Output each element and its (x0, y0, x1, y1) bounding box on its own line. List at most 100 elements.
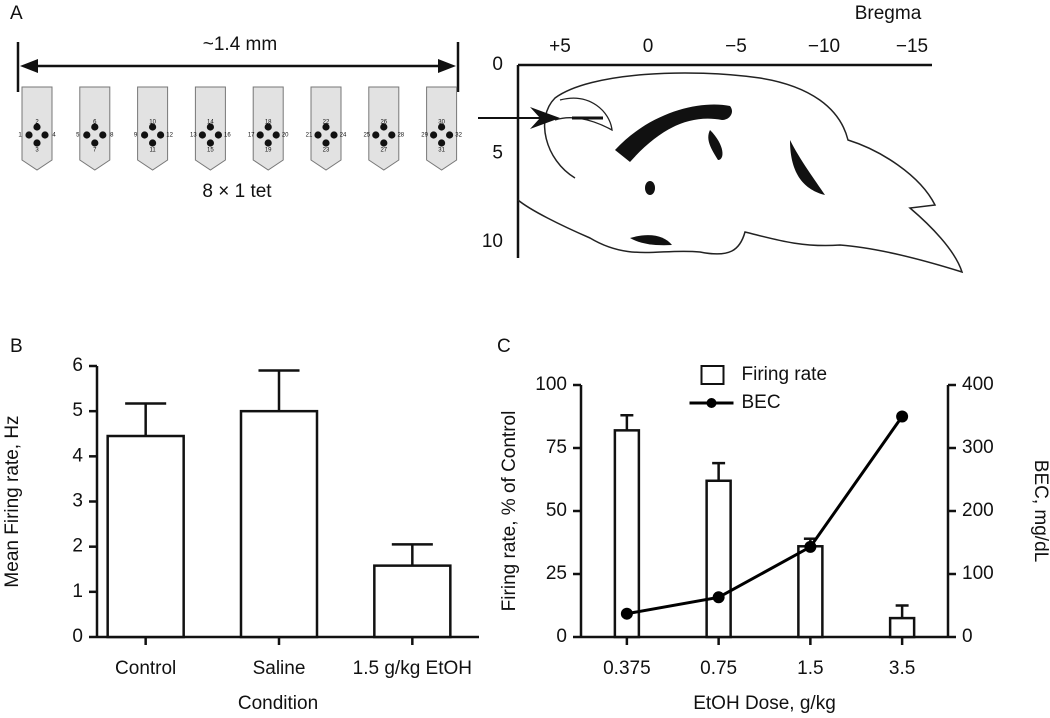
tetrode-site (99, 131, 107, 139)
line-series (626, 415, 904, 616)
site-number: 29 (421, 133, 428, 139)
site-number: 20 (282, 133, 289, 139)
tetrode-site (314, 131, 322, 139)
line-point (896, 410, 909, 423)
bar (705, 479, 732, 639)
olfactory-bulb (554, 97, 613, 132)
x-tick-label: 1.5 g/kg EtOH (353, 658, 472, 679)
tetrode-site (41, 131, 49, 139)
site-number: 6 (93, 120, 97, 126)
tetrode-site (256, 131, 264, 139)
tetrode-site (438, 123, 446, 131)
tetrode-site (149, 123, 157, 131)
tetrode-site (330, 131, 338, 139)
site-number: 2 (35, 120, 39, 126)
y-tick-label: 1 (72, 581, 83, 602)
site-number: 26 (380, 120, 387, 126)
y-axis-label: Firing rate, % of Control (499, 411, 520, 612)
y2-tick-label: 200 (962, 500, 994, 521)
site-number: 16 (224, 133, 231, 139)
legend-label: BEC (742, 392, 781, 413)
y-tick-label: 25 (546, 563, 567, 584)
arrowhead (438, 59, 456, 73)
site-number: 11 (149, 148, 156, 154)
bregma-tick-label: −10 (808, 36, 840, 57)
tetrode-site (83, 131, 91, 139)
y-tick-label: 3 (72, 491, 83, 512)
bar (106, 434, 185, 639)
tetrode-site (264, 139, 272, 147)
ventricle (790, 140, 825, 195)
tetrode-site (33, 123, 41, 131)
panel-label: B (10, 336, 23, 357)
depth-tick-label: 0 (492, 54, 503, 75)
array-label: 8 × 1 tet (202, 181, 272, 202)
legend-label: Firing rate (742, 364, 828, 385)
y2-axis-label: BEC, mg/dL (1030, 460, 1050, 562)
site-number: 12 (166, 133, 173, 139)
depth-tick-label: 5 (492, 143, 503, 164)
x-tick-label: 0.75 (700, 658, 737, 679)
tetrode-site (322, 139, 330, 147)
tetrode-site (380, 123, 388, 131)
site-number: 21 (306, 133, 313, 139)
legend-swatch (700, 365, 725, 385)
tetrode-site (157, 131, 165, 139)
panel-label: C (497, 336, 511, 357)
tetrode-site (206, 139, 214, 147)
site-number: 7 (93, 148, 97, 154)
site-number: 30 (438, 120, 445, 126)
tetrode-site (430, 131, 438, 139)
tetrode-site (206, 123, 214, 131)
bar (373, 564, 452, 639)
tetrode-site (91, 139, 99, 147)
x-tick-label: 0.375 (603, 658, 651, 679)
legend-swatch (706, 398, 717, 408)
tetrode-site (149, 139, 157, 147)
y-tick-label: 50 (546, 500, 567, 521)
depth-tick-label: 10 (482, 231, 503, 252)
y-tick-label: 75 (546, 437, 567, 458)
tetrode-site (322, 123, 330, 131)
ventricle (615, 104, 733, 162)
panel-label: A (10, 3, 23, 24)
tetrode-site (272, 131, 280, 139)
y2-tick-label: 400 (962, 374, 994, 395)
y2-tick-label: 0 (962, 626, 973, 647)
y2-tick-label: 300 (962, 437, 994, 458)
tetrode-site (446, 131, 454, 139)
tetrode-site (380, 139, 388, 147)
site-number: 4 (52, 133, 56, 139)
tetrode-site (141, 131, 149, 139)
site-number: 31 (438, 148, 445, 154)
bar (797, 545, 824, 639)
tetrode-site (33, 139, 41, 147)
site-number: 27 (380, 148, 387, 154)
y-tick-label: 4 (72, 445, 83, 466)
bregma-tick-label: 0 (643, 36, 654, 57)
bar (888, 616, 916, 639)
tetrode-site (91, 123, 99, 131)
site-number: 3 (35, 148, 39, 154)
ventricle (645, 181, 655, 195)
tetrode-site (198, 131, 206, 139)
site-number: 17 (248, 133, 255, 139)
y-tick-label: 0 (556, 626, 567, 647)
bregma-tick-label: −15 (896, 36, 928, 57)
tetrode-site (388, 131, 396, 139)
bregma-tick-label: +5 (549, 36, 571, 57)
site-number: 15 (207, 148, 214, 154)
x-axis-label: EtOH Dose, g/kg (693, 693, 836, 714)
site-number: 14 (207, 120, 214, 126)
y-tick-label: 6 (72, 355, 83, 376)
arrowhead (20, 59, 38, 73)
y-tick-label: 5 (72, 400, 83, 421)
x-tick-label: Saline (253, 658, 306, 679)
site-number: 28 (397, 133, 404, 139)
site-number: 9 (134, 133, 138, 139)
bregma-tick-label: −5 (725, 36, 747, 57)
site-number: 32 (455, 133, 462, 139)
y-tick-label: 2 (72, 536, 83, 557)
